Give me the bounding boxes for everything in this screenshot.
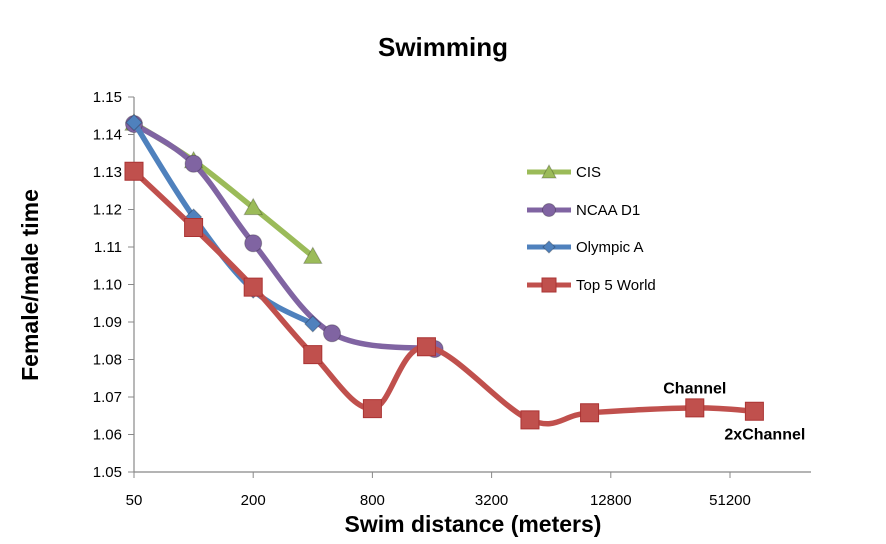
series-line xyxy=(131,168,758,427)
axes: 1.05 1.06 1.07 1.08 1.09 1.10 1.11 1.12 1.13 1.14… xyxy=(93,89,811,509)
y-tick-label: 1.10 xyxy=(93,277,122,294)
annotation-label: 2xChannel xyxy=(724,426,805,443)
data-point xyxy=(184,154,203,173)
data-point xyxy=(322,324,341,343)
y-tick-label: 1.06 xyxy=(93,427,122,444)
x-tick-label: 51200 xyxy=(709,492,751,509)
y-tick-label: 1.14 xyxy=(93,127,122,144)
y-tick-label: 1.13 xyxy=(93,164,122,181)
data-point xyxy=(303,345,323,365)
legend-marker xyxy=(541,163,557,179)
legend-item-top-5-world: Top 5 World xyxy=(527,277,656,294)
data-point xyxy=(685,398,705,418)
legend-item-cis: CIS xyxy=(527,163,601,181)
y-tick-label: 1.05 xyxy=(93,464,122,481)
data-point xyxy=(304,315,322,333)
data-point xyxy=(243,277,263,297)
data-point xyxy=(362,399,382,419)
legend-marker xyxy=(541,277,557,293)
legend-label: CIS xyxy=(576,164,601,181)
y-tick-label: 1.15 xyxy=(93,89,122,106)
y-axis-label: Female/male time xyxy=(17,189,43,381)
legend-label: Olympic A xyxy=(576,239,644,256)
data-point xyxy=(744,401,764,421)
x-tick-label: 50 xyxy=(126,492,143,509)
y-tick-label: 1.08 xyxy=(93,352,122,369)
x-tick-label: 200 xyxy=(241,492,266,509)
data-point xyxy=(580,403,600,423)
series-line xyxy=(131,120,316,260)
legend-item-olympic-a: Olympic A xyxy=(527,239,644,256)
x-tick-label: 800 xyxy=(360,492,385,509)
legend: CIS NCAA D1 Olympic A Top 5 World xyxy=(527,163,656,294)
series-top-5-world xyxy=(124,161,764,430)
series-olympic-a xyxy=(125,113,322,333)
legend-label: NCAA D1 xyxy=(576,202,640,219)
x-axis-label: Swim distance (meters) xyxy=(345,511,602,537)
legend-item-ncaa-d1: NCAA D1 xyxy=(527,202,640,219)
data-point xyxy=(302,246,323,264)
legend-marker xyxy=(542,240,556,254)
data-point xyxy=(520,410,540,430)
y-tick-label: 1.09 xyxy=(93,314,122,331)
series-line xyxy=(131,119,316,327)
data-point xyxy=(184,218,204,237)
data-point xyxy=(125,113,143,132)
plot-area xyxy=(124,113,764,430)
annotation-label: Channel xyxy=(663,381,726,398)
y-tick-label: 1.07 xyxy=(93,389,122,406)
legend-label: Top 5 World xyxy=(576,277,656,294)
x-tick-label: 3200 xyxy=(475,492,508,509)
data-point xyxy=(124,161,144,181)
x-tick-label: 12800 xyxy=(590,492,632,509)
data-point xyxy=(243,197,264,216)
legend-marker xyxy=(542,203,556,217)
y-tick-label: 1.12 xyxy=(93,202,122,219)
data-point xyxy=(244,234,263,253)
y-tick-label: 1.11 xyxy=(94,239,122,256)
annotations: Channel 2xChannel xyxy=(663,381,805,444)
chart-title: Swimming xyxy=(378,32,508,62)
data-point xyxy=(416,337,436,357)
